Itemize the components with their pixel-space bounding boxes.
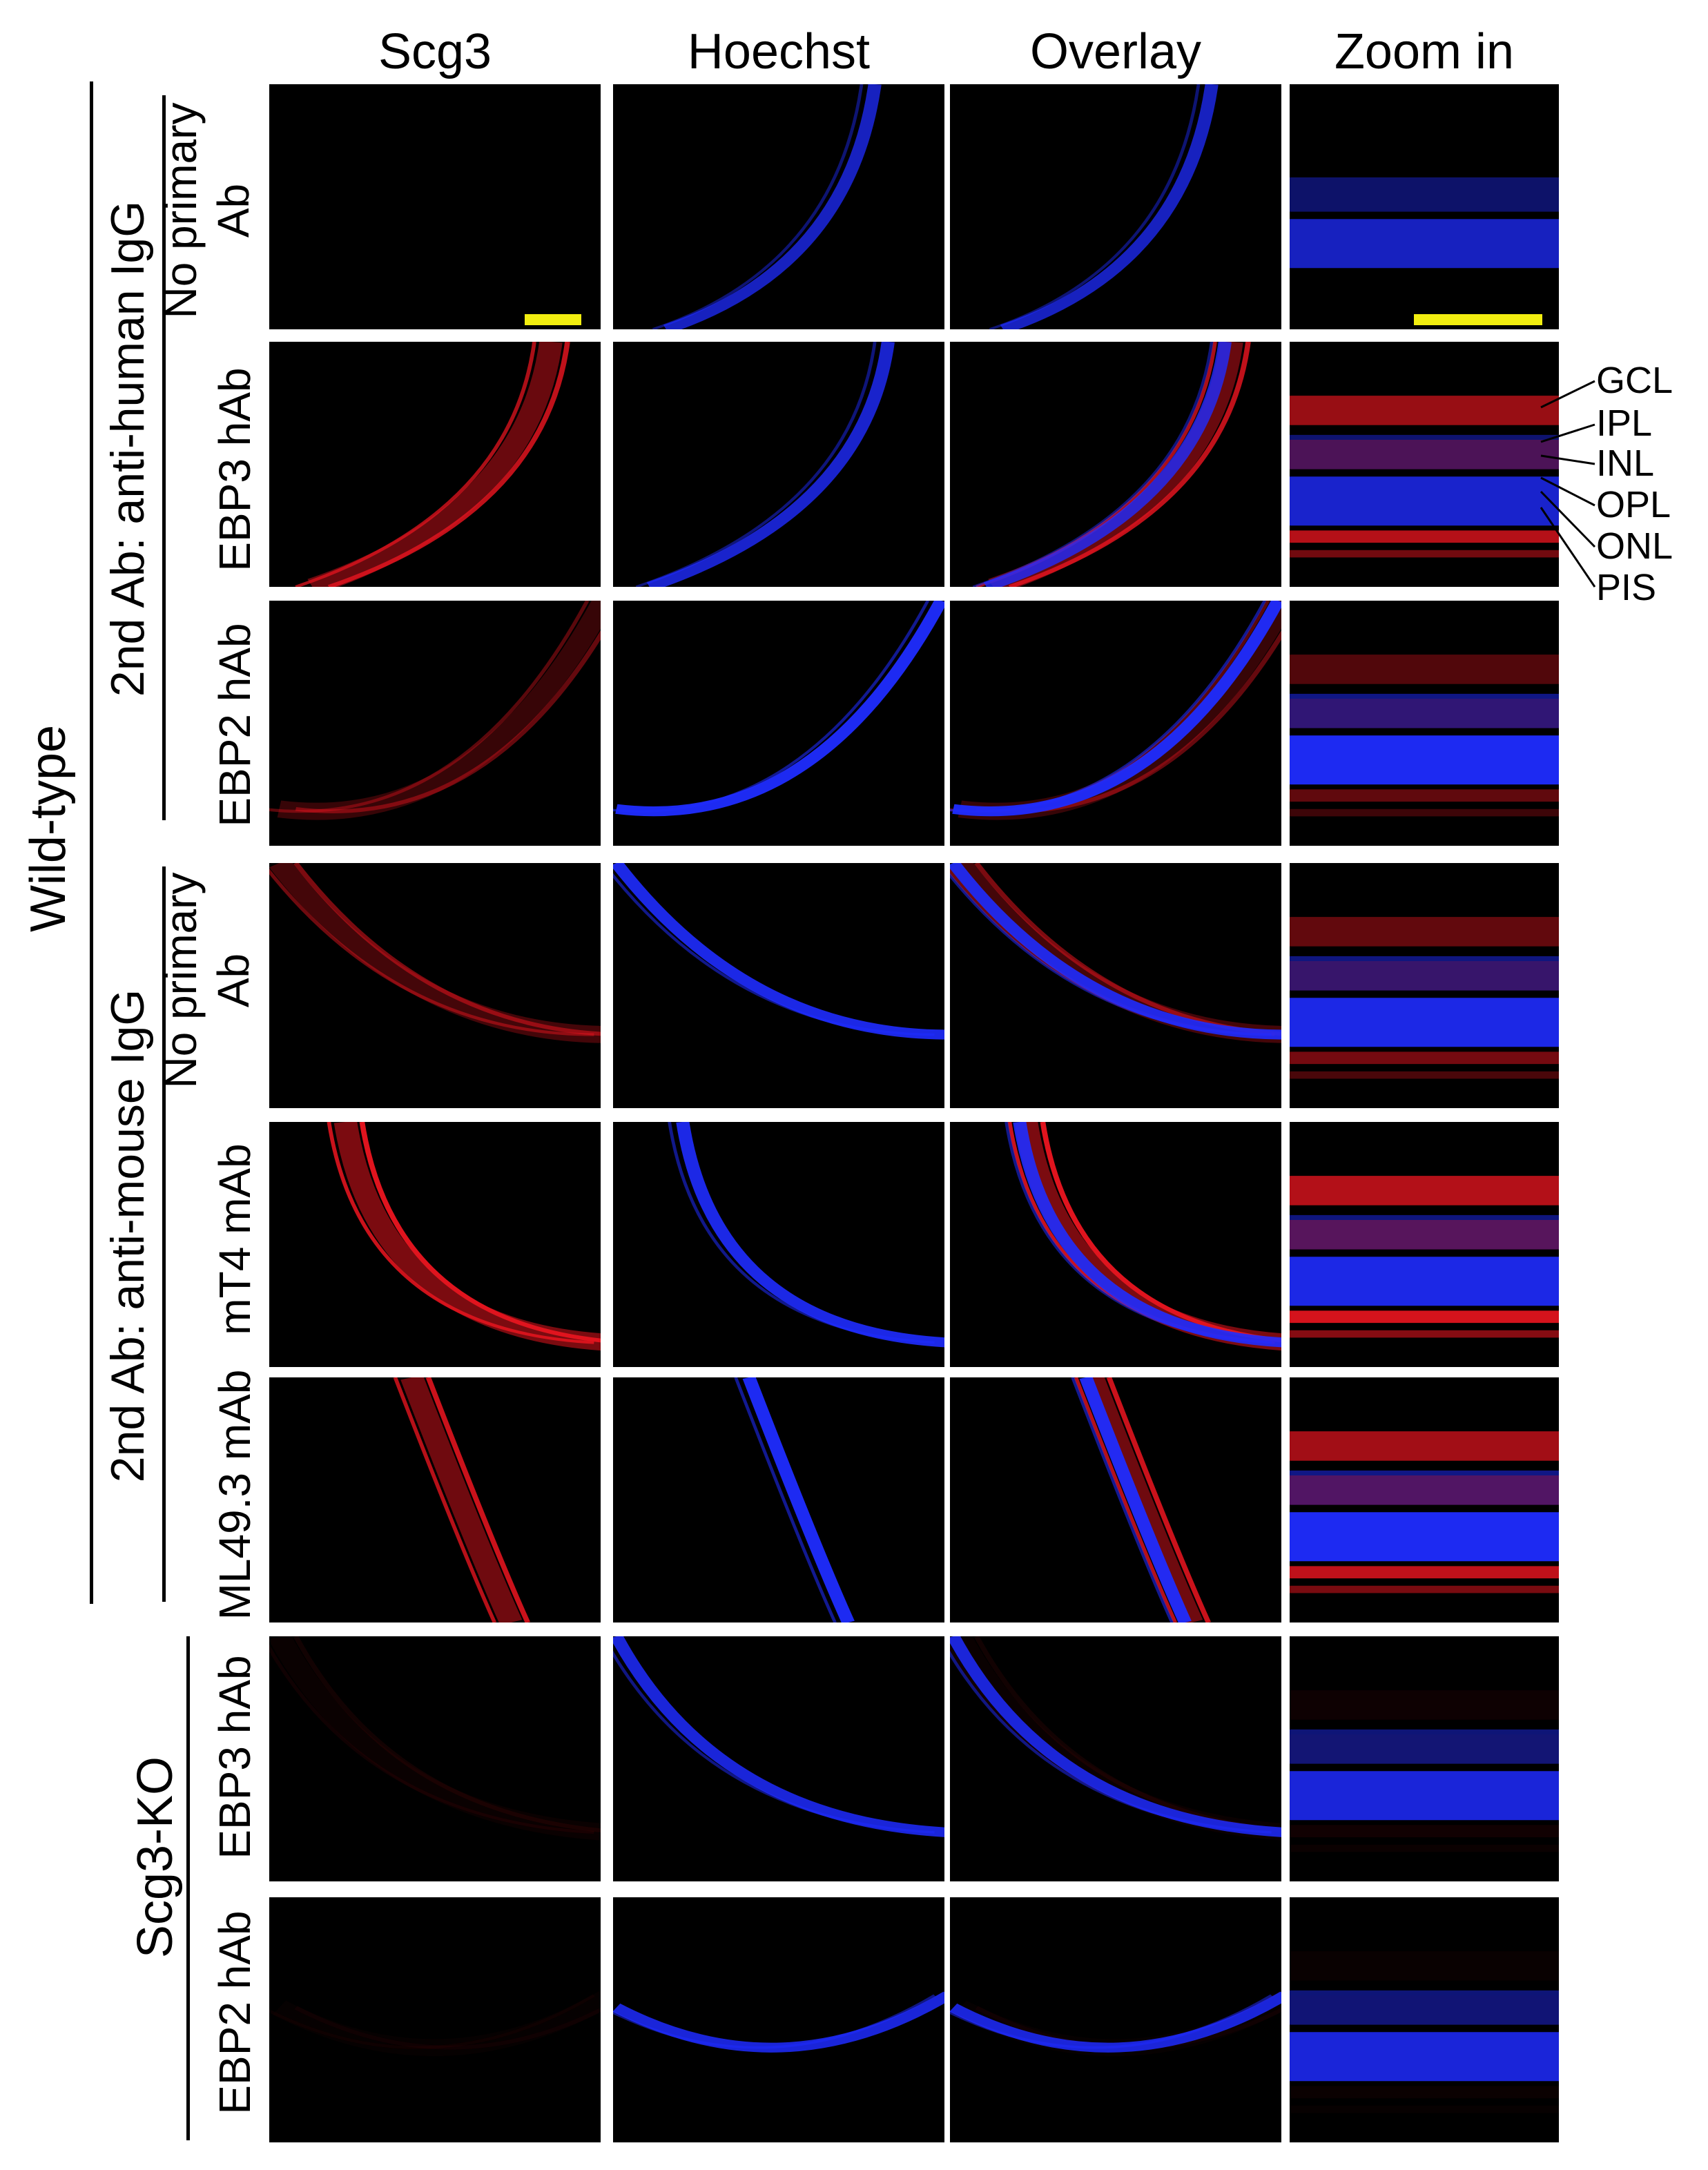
micrograph-scg3-row-5 xyxy=(269,1122,601,1367)
column-header-zoom-in: Zoom in xyxy=(1334,24,1515,79)
column-header-hoechst: Hoechst xyxy=(687,24,871,79)
micrograph-scg3-row-6 xyxy=(269,1377,601,1622)
micrograph-zoom-row-8 xyxy=(1290,1897,1559,2142)
micrograph-overlay-row-6 xyxy=(950,1377,1281,1622)
micrograph-scg3-row-8 xyxy=(269,1897,601,2142)
micrograph-scg3-row-3 xyxy=(269,601,601,846)
micrograph-hoechst-row-5 xyxy=(613,1122,944,1367)
human-igg-label: 2nd Ab: anti-human IgG xyxy=(101,200,154,697)
row-label-ebp2-hab-1: EBP2 hAb xyxy=(210,623,260,827)
micrograph-zoom-row-1 xyxy=(1290,84,1559,329)
row-label-no-primary-1: No primary Ab xyxy=(156,102,258,319)
wildtype-bracket xyxy=(90,81,93,1604)
row-label-ebp3-hab-1: EBP3 hAb xyxy=(210,367,260,572)
mouse-igg-bracket xyxy=(162,866,166,1602)
micrograph-scg3-row-1 xyxy=(269,84,601,329)
layer-label-inl: INL xyxy=(1596,443,1655,484)
micrograph-overlay-row-2 xyxy=(950,342,1281,587)
row-label-mt4-mab: mT4 mAb xyxy=(210,1143,260,1335)
micrograph-scg3-row-7 xyxy=(269,1636,601,1881)
human-igg-bracket xyxy=(162,95,166,820)
micrograph-overlay-row-5 xyxy=(950,1122,1281,1367)
micrograph-hoechst-row-3 xyxy=(613,601,944,846)
knockout-label: Scg3-KO xyxy=(128,1756,183,1959)
micrograph-scg3-row-4 xyxy=(269,863,601,1108)
micrograph-zoom-row-2 xyxy=(1290,342,1559,587)
micrograph-overlay-row-3 xyxy=(950,601,1281,846)
micrograph-hoechst-row-7 xyxy=(613,1636,944,1881)
micrograph-zoom-row-7 xyxy=(1290,1636,1559,1881)
column-header-overlay: Overlay xyxy=(1029,24,1202,79)
scale-bar-overview xyxy=(525,314,581,325)
layer-label-gcl: GCL xyxy=(1596,360,1673,401)
micrograph-overlay-row-4 xyxy=(950,863,1281,1108)
micrograph-overlay-row-1 xyxy=(950,84,1281,329)
micrograph-hoechst-row-4 xyxy=(613,863,944,1108)
wildtype-label: Wild-type xyxy=(21,724,76,933)
micrograph-hoechst-row-8 xyxy=(613,1897,944,2142)
row-label-no-primary-2: No primary Ab xyxy=(156,872,258,1089)
row-label-ebp3-hab-2: EBP3 hAb xyxy=(210,1655,260,1859)
column-header-scg3: Scg3 xyxy=(378,24,492,79)
layer-label-pis: PIS xyxy=(1596,567,1657,608)
micrograph-hoechst-row-2 xyxy=(613,342,944,587)
micrograph-overlay-row-8 xyxy=(950,1897,1281,2142)
mouse-igg-label: 2nd Ab: anti-mouse IgG xyxy=(101,989,154,1483)
row-label-ml49-mab: ML49.3 mAb xyxy=(210,1369,260,1620)
micrograph-hoechst-row-1 xyxy=(613,84,944,329)
micrograph-zoom-row-4 xyxy=(1290,863,1559,1108)
micrograph-overlay-row-7 xyxy=(950,1636,1281,1881)
scale-bar-zoom xyxy=(1414,314,1542,325)
layer-label-opl: OPL xyxy=(1596,484,1671,525)
micrograph-zoom-row-3 xyxy=(1290,601,1559,846)
micrograph-zoom-row-5 xyxy=(1290,1122,1559,1367)
micrograph-hoechst-row-6 xyxy=(613,1377,944,1622)
micrograph-scg3-row-2 xyxy=(269,342,601,587)
row-label-ebp2-hab-2: EBP2 hAb xyxy=(210,1910,260,2115)
layer-label-ipl: IPL xyxy=(1596,403,1653,444)
knockout-bracket xyxy=(186,1636,190,2140)
layer-label-onl: ONL xyxy=(1596,525,1673,567)
micrograph-zoom-row-6 xyxy=(1290,1377,1559,1622)
